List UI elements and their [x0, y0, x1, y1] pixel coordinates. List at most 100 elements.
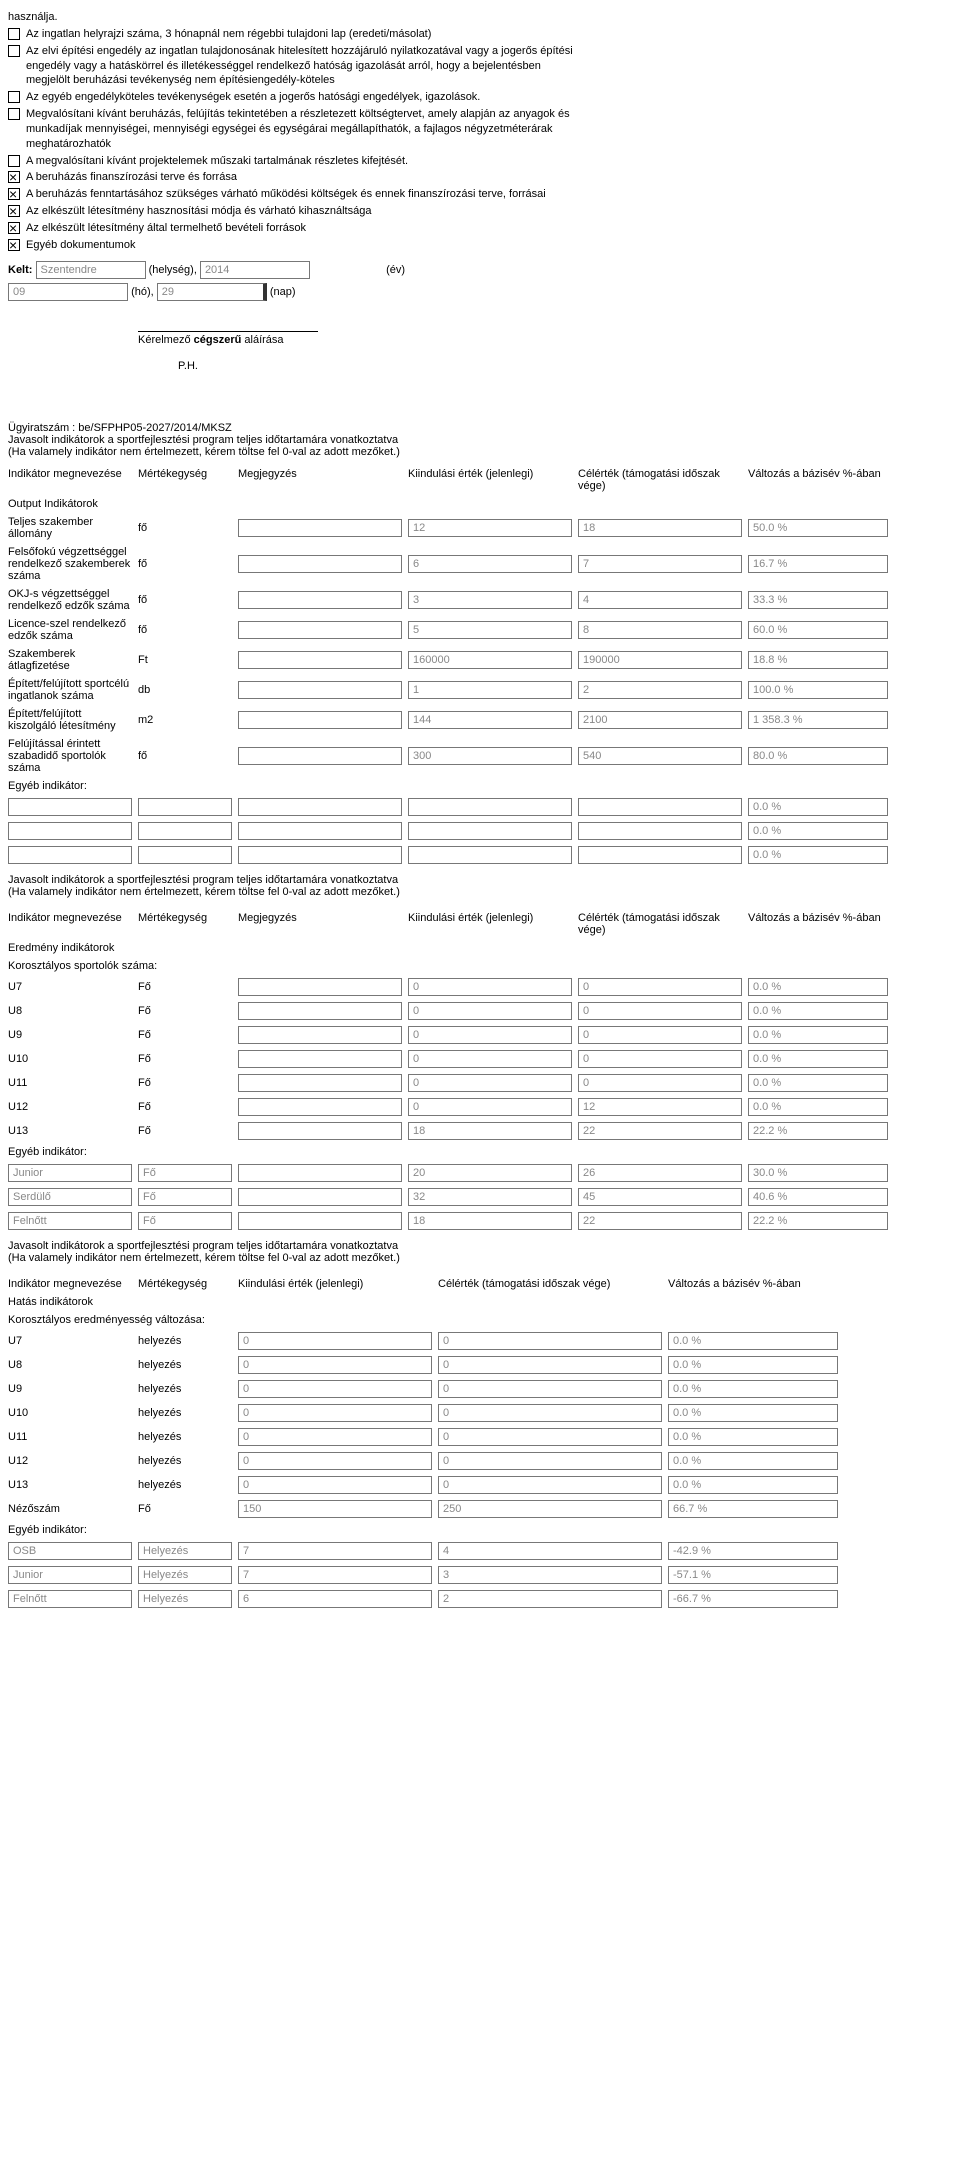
day-field[interactable]: 29	[157, 283, 267, 301]
change-field[interactable]: 0.0 %	[748, 978, 888, 996]
start-field[interactable]: 0	[408, 1098, 572, 1116]
start-field[interactable]: 0	[238, 1404, 432, 1422]
change-field[interactable]: 22.2 %	[748, 1212, 888, 1230]
change-field[interactable]: 0.0 %	[668, 1356, 838, 1374]
start-field[interactable]: 0	[408, 1026, 572, 1044]
target-field[interactable]	[578, 798, 742, 816]
note-field[interactable]	[238, 822, 402, 840]
change-field[interactable]: 40.6 %	[748, 1188, 888, 1206]
start-field[interactable]: 12	[408, 519, 572, 537]
note-field[interactable]	[238, 1050, 402, 1068]
change-field[interactable]: 0.0 %	[748, 1002, 888, 1020]
name-field[interactable]	[8, 798, 132, 816]
target-field[interactable]: 45	[578, 1188, 742, 1206]
start-field[interactable]: 0	[238, 1476, 432, 1494]
target-field[interactable]: 2	[438, 1590, 662, 1608]
target-field[interactable]: 250	[438, 1500, 662, 1518]
name-field[interactable]: Felnőtt	[8, 1212, 132, 1230]
change-field[interactable]: 0.0 %	[668, 1476, 838, 1494]
target-field[interactable]: 2100	[578, 711, 742, 729]
note-field[interactable]	[238, 1002, 402, 1020]
target-field[interactable]: 0	[578, 1074, 742, 1092]
name-field[interactable]: OSB	[8, 1542, 132, 1560]
start-field[interactable]: 144	[408, 711, 572, 729]
checkbox[interactable]	[8, 155, 20, 167]
change-field[interactable]: 50.0 %	[748, 519, 888, 537]
change-field[interactable]: -66.7 %	[668, 1590, 838, 1608]
target-field[interactable]: 22	[578, 1212, 742, 1230]
start-field[interactable]: 7	[238, 1542, 432, 1560]
target-field[interactable]: 0	[578, 1050, 742, 1068]
note-field[interactable]	[238, 1188, 402, 1206]
start-field[interactable]: 6	[238, 1590, 432, 1608]
note-field[interactable]	[238, 681, 402, 699]
change-field[interactable]: 0.0 %	[668, 1380, 838, 1398]
name-field[interactable]: Serdülő	[8, 1188, 132, 1206]
note-field[interactable]	[238, 1122, 402, 1140]
target-field[interactable]: 0	[578, 1002, 742, 1020]
note-field[interactable]	[238, 621, 402, 639]
unit-field[interactable]: Fő	[138, 1188, 232, 1206]
name-field[interactable]	[8, 846, 132, 864]
start-field[interactable]: 160000	[408, 651, 572, 669]
change-field[interactable]: 33.3 %	[748, 591, 888, 609]
year-field[interactable]: 2014	[200, 261, 310, 279]
start-field[interactable]: 32	[408, 1188, 572, 1206]
target-field[interactable]	[578, 846, 742, 864]
change-field[interactable]: 0.0 %	[748, 1074, 888, 1092]
change-field[interactable]: 30.0 %	[748, 1164, 888, 1182]
note-field[interactable]	[238, 846, 402, 864]
start-field[interactable]: 7	[238, 1566, 432, 1584]
target-field[interactable]: 0	[438, 1404, 662, 1422]
name-field[interactable]: Felnőtt	[8, 1590, 132, 1608]
change-field[interactable]: 100.0 %	[748, 681, 888, 699]
change-field[interactable]: 0.0 %	[748, 846, 888, 864]
start-field[interactable]: 0	[408, 1002, 572, 1020]
target-field[interactable]: 0	[438, 1380, 662, 1398]
change-field[interactable]: 0.0 %	[668, 1404, 838, 1422]
note-field[interactable]	[238, 651, 402, 669]
checkbox[interactable]	[8, 171, 20, 183]
start-field[interactable]: 6	[408, 555, 572, 573]
target-field[interactable]: 0	[438, 1452, 662, 1470]
checkbox[interactable]	[8, 45, 20, 57]
start-field[interactable]: 0	[238, 1356, 432, 1374]
change-field[interactable]: 0.0 %	[748, 1050, 888, 1068]
change-field[interactable]: 0.0 %	[748, 798, 888, 816]
unit-field[interactable]: Fő	[138, 1164, 232, 1182]
target-field[interactable]	[578, 822, 742, 840]
target-field[interactable]: 7	[578, 555, 742, 573]
target-field[interactable]: 0	[438, 1428, 662, 1446]
start-field[interactable]: 3	[408, 591, 572, 609]
unit-field[interactable]	[138, 846, 232, 864]
change-field[interactable]: 18.8 %	[748, 651, 888, 669]
checkbox[interactable]	[8, 28, 20, 40]
start-field[interactable]	[408, 846, 572, 864]
start-field[interactable]: 0	[408, 1074, 572, 1092]
change-field[interactable]: 80.0 %	[748, 747, 888, 765]
note-field[interactable]	[238, 519, 402, 537]
target-field[interactable]: 0	[578, 1026, 742, 1044]
target-field[interactable]: 0	[578, 978, 742, 996]
change-field[interactable]: 66.7 %	[668, 1500, 838, 1518]
checkbox[interactable]	[8, 108, 20, 120]
target-field[interactable]: 0	[438, 1332, 662, 1350]
note-field[interactable]	[238, 798, 402, 816]
note-field[interactable]	[238, 1164, 402, 1182]
checkbox[interactable]	[8, 205, 20, 217]
change-field[interactable]: -42.9 %	[668, 1542, 838, 1560]
note-field[interactable]	[238, 1098, 402, 1116]
name-field[interactable]	[8, 822, 132, 840]
change-field[interactable]: 16.7 %	[748, 555, 888, 573]
start-field[interactable]: 300	[408, 747, 572, 765]
change-field[interactable]: 0.0 %	[748, 1098, 888, 1116]
change-field[interactable]: 22.2 %	[748, 1122, 888, 1140]
note-field[interactable]	[238, 1212, 402, 1230]
note-field[interactable]	[238, 555, 402, 573]
start-field[interactable]	[408, 822, 572, 840]
start-field[interactable]: 0	[408, 978, 572, 996]
target-field[interactable]: 12	[578, 1098, 742, 1116]
start-field[interactable]: 20	[408, 1164, 572, 1182]
change-field[interactable]: 0.0 %	[748, 822, 888, 840]
checkbox[interactable]	[8, 222, 20, 234]
